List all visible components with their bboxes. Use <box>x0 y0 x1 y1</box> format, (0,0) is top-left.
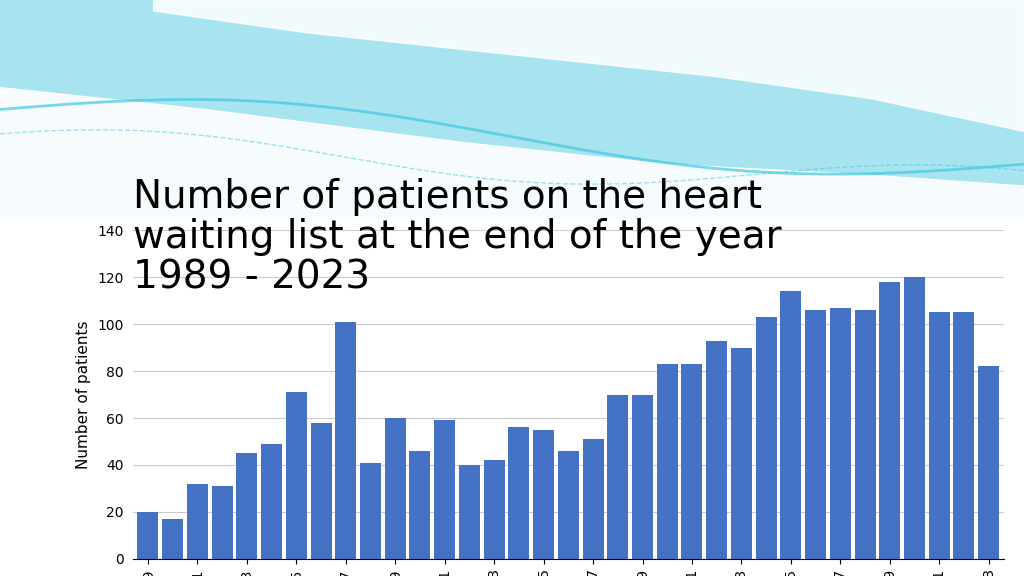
Polygon shape <box>0 88 1024 219</box>
Bar <box>855 310 876 559</box>
Bar <box>212 486 232 559</box>
Bar <box>335 322 356 559</box>
Bar <box>137 512 159 559</box>
Bar <box>483 460 505 559</box>
Bar <box>632 395 653 559</box>
Bar <box>656 364 678 559</box>
Bar <box>508 427 529 559</box>
Bar <box>286 392 307 559</box>
Text: 1989 - 2023: 1989 - 2023 <box>133 259 371 297</box>
Text: Number of patients on the heart: Number of patients on the heart <box>133 178 762 216</box>
Bar <box>385 418 406 559</box>
Bar <box>459 465 480 559</box>
Bar <box>558 451 579 559</box>
Bar <box>681 364 702 559</box>
Bar <box>978 366 999 559</box>
Bar <box>583 439 603 559</box>
Bar <box>534 430 554 559</box>
Bar <box>904 277 925 559</box>
Bar <box>360 463 381 559</box>
Bar <box>880 282 900 559</box>
Bar <box>953 312 975 559</box>
Y-axis label: Number of patients: Number of patients <box>77 320 91 469</box>
Bar <box>805 310 826 559</box>
Bar <box>929 312 949 559</box>
Bar <box>607 395 629 559</box>
Bar <box>756 317 776 559</box>
Bar <box>410 451 430 559</box>
Bar <box>707 340 727 559</box>
Polygon shape <box>154 0 1024 131</box>
Bar <box>780 291 802 559</box>
Bar <box>829 308 851 559</box>
Bar <box>310 423 332 559</box>
Bar <box>261 444 282 559</box>
Bar <box>731 348 752 559</box>
Bar <box>237 453 257 559</box>
Bar <box>187 484 208 559</box>
Text: waiting list at the end of the year: waiting list at the end of the year <box>133 218 781 256</box>
Bar <box>162 519 183 559</box>
Bar <box>434 420 456 559</box>
